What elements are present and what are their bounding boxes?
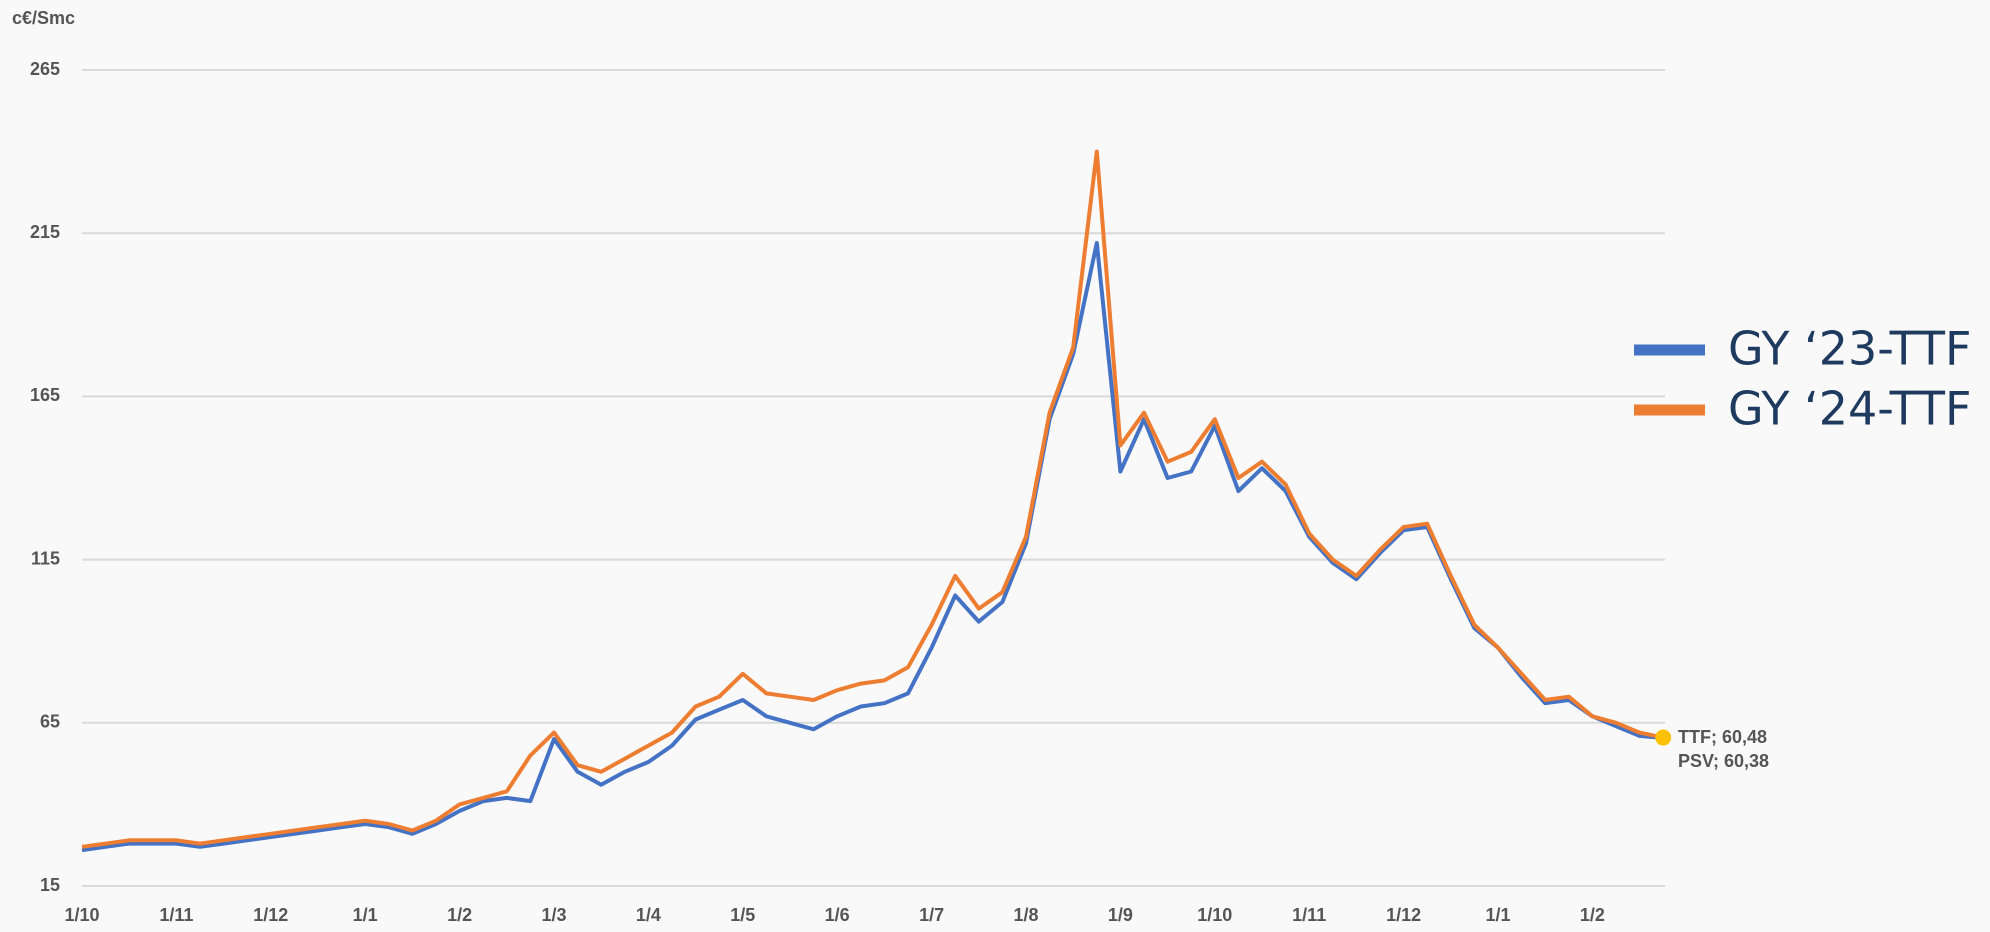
x-tick-label: 1/4 xyxy=(636,905,661,925)
x-tick-label: 1/10 xyxy=(1197,905,1232,925)
x-tick-label: 1/11 xyxy=(1292,905,1326,925)
x-tick-label: 1/12 xyxy=(253,905,288,925)
y-tick-label: 15 xyxy=(40,875,60,895)
x-tick-label: 1/1 xyxy=(1485,905,1510,925)
legend-label: GY ‘23-TTF xyxy=(1728,322,1971,376)
y-tick-label: 265 xyxy=(30,59,60,79)
x-tick-label: 1/11 xyxy=(159,905,193,925)
end-annotation: TTF; 60,48 xyxy=(1678,727,1767,747)
y-tick-label: 115 xyxy=(31,548,60,568)
x-tick-label: 1/9 xyxy=(1108,905,1133,925)
y-tick-label: 215 xyxy=(30,222,60,242)
x-tick-label: 1/5 xyxy=(730,905,755,925)
x-tick-label: 1/6 xyxy=(825,905,850,925)
y-tick-label: 65 xyxy=(40,712,60,732)
x-tick-label: 1/10 xyxy=(64,905,99,925)
x-tick-label: 1/3 xyxy=(541,905,566,925)
x-tick-label: 1/2 xyxy=(1580,905,1605,925)
x-tick-label: 1/2 xyxy=(447,905,472,925)
x-tick-label: 1/12 xyxy=(1386,905,1421,925)
y-tick-label: 165 xyxy=(30,385,60,405)
x-tick-label: 1/1 xyxy=(353,905,378,925)
end-marker xyxy=(1655,729,1672,746)
x-tick-label: 1/7 xyxy=(919,905,944,925)
y-axis-label: c€/Smc xyxy=(12,8,75,28)
series-line xyxy=(81,149,1664,849)
series-line xyxy=(81,241,1664,853)
legend-label: GY ‘24-TTF xyxy=(1728,382,1971,436)
x-tick-label: 1/8 xyxy=(1013,905,1038,925)
end-annotation: PSV; 60,38 xyxy=(1678,751,1769,771)
